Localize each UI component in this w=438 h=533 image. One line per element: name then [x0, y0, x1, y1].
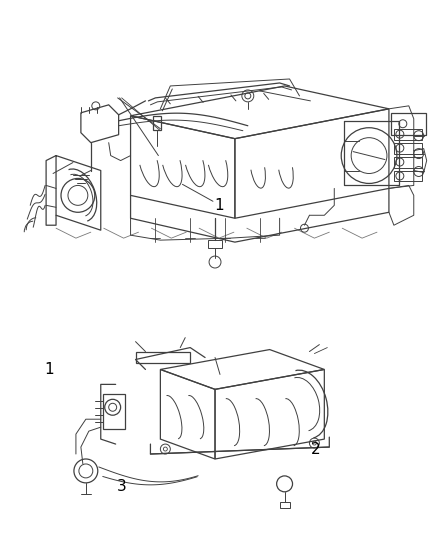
- Bar: [390, 113, 425, 135]
- Text: 1: 1: [214, 198, 224, 213]
- Bar: [393, 143, 421, 154]
- Bar: [393, 157, 421, 167]
- Bar: [102, 394, 124, 429]
- Bar: [135, 352, 190, 364]
- Bar: [393, 129, 421, 140]
- Text: 1: 1: [45, 362, 54, 377]
- Bar: [153, 116, 161, 130]
- Text: 3: 3: [116, 479, 126, 494]
- Bar: [279, 502, 289, 508]
- Text: 2: 2: [310, 442, 320, 457]
- Bar: [393, 171, 421, 181]
- Bar: [208, 240, 222, 248]
